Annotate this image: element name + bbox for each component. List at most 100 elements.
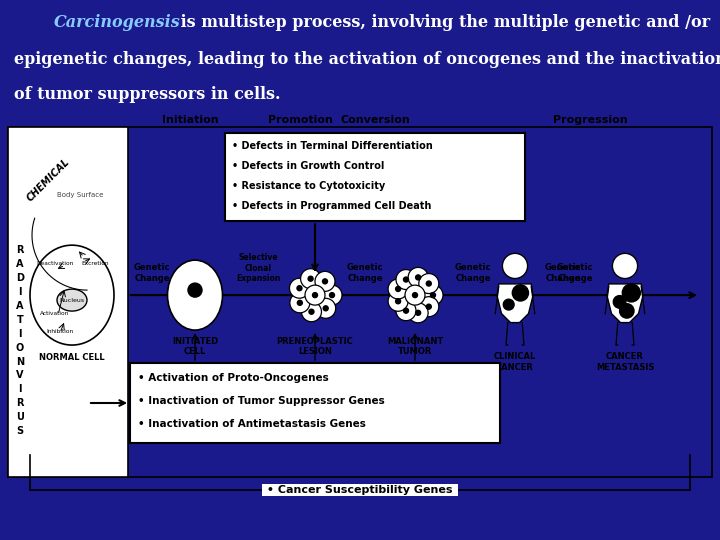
Circle shape bbox=[312, 293, 318, 298]
Bar bbox=[225, 133, 525, 221]
Text: Selective
Clonal
Expansion: Selective Clonal Expansion bbox=[236, 253, 280, 283]
Bar bbox=[8, 127, 712, 477]
Text: A: A bbox=[17, 259, 24, 269]
Circle shape bbox=[408, 267, 428, 287]
Circle shape bbox=[315, 272, 335, 292]
Text: PRENEOPLASTIC
LESION: PRENEOPLASTIC LESION bbox=[276, 337, 354, 356]
Circle shape bbox=[297, 300, 302, 305]
Circle shape bbox=[323, 306, 328, 311]
Circle shape bbox=[622, 284, 640, 302]
Circle shape bbox=[503, 253, 528, 279]
Text: Genetic
Change: Genetic Change bbox=[134, 264, 170, 283]
Circle shape bbox=[396, 269, 416, 289]
Circle shape bbox=[431, 293, 436, 298]
Text: Carcinogensis: Carcinogensis bbox=[54, 14, 181, 31]
Text: Genetic
Change: Genetic Change bbox=[557, 264, 593, 283]
Circle shape bbox=[305, 285, 325, 305]
Circle shape bbox=[188, 283, 202, 297]
Circle shape bbox=[408, 303, 428, 323]
Text: S: S bbox=[17, 426, 24, 436]
Text: O: O bbox=[16, 343, 24, 353]
Circle shape bbox=[620, 303, 634, 318]
Circle shape bbox=[395, 286, 400, 292]
Text: • Defects in Growth Control: • Defects in Growth Control bbox=[232, 161, 384, 171]
Text: • Defects in Programmed Cell Death: • Defects in Programmed Cell Death bbox=[232, 201, 431, 211]
Circle shape bbox=[289, 278, 310, 298]
Text: • Resistance to Cytotoxicity: • Resistance to Cytotoxicity bbox=[232, 181, 385, 191]
Circle shape bbox=[513, 285, 528, 301]
Text: Activation: Activation bbox=[40, 310, 70, 315]
Circle shape bbox=[396, 301, 416, 321]
Text: Genetic
Change: Genetic Change bbox=[545, 264, 581, 283]
Text: • Defects in Terminal Differentiation: • Defects in Terminal Differentiation bbox=[232, 141, 433, 151]
Circle shape bbox=[302, 302, 321, 322]
Circle shape bbox=[419, 274, 438, 294]
Circle shape bbox=[613, 295, 626, 308]
Text: A: A bbox=[17, 301, 24, 311]
Circle shape bbox=[330, 293, 335, 298]
Circle shape bbox=[290, 293, 310, 313]
Text: Promotion: Promotion bbox=[268, 116, 333, 125]
Polygon shape bbox=[497, 284, 533, 322]
Text: is multistep process, involving the multiple genetic and /or: is multistep process, involving the mult… bbox=[175, 14, 710, 31]
Circle shape bbox=[297, 286, 302, 291]
Bar bbox=[130, 363, 500, 443]
Circle shape bbox=[395, 299, 400, 304]
Text: of tumor suppressors in cells.: of tumor suppressors in cells. bbox=[14, 86, 281, 103]
Text: NORMAL CELL: NORMAL CELL bbox=[39, 353, 105, 362]
Text: Genetic
Change: Genetic Change bbox=[455, 264, 491, 283]
Text: • Cancer Susceptibility Genes: • Cancer Susceptibility Genes bbox=[264, 485, 456, 495]
Text: • Inactivation of Tumor Suppressor Genes: • Inactivation of Tumor Suppressor Genes bbox=[138, 396, 384, 406]
Text: I: I bbox=[18, 384, 22, 394]
Text: Conversion: Conversion bbox=[340, 116, 410, 125]
Text: • Activation of Proto-Oncogenes: • Activation of Proto-Oncogenes bbox=[138, 373, 329, 383]
Text: CLINICAL
CANCER: CLINICAL CANCER bbox=[494, 352, 536, 372]
Text: U: U bbox=[16, 412, 24, 422]
Text: CANCER
METASTASIS: CANCER METASTASIS bbox=[596, 352, 654, 372]
Circle shape bbox=[423, 285, 443, 305]
Circle shape bbox=[388, 279, 408, 299]
Circle shape bbox=[308, 276, 313, 281]
Circle shape bbox=[405, 285, 425, 305]
Text: Nucleus: Nucleus bbox=[60, 298, 84, 302]
Text: N: N bbox=[16, 357, 24, 367]
Text: Genetic
Change: Genetic Change bbox=[347, 264, 383, 283]
Circle shape bbox=[613, 253, 638, 279]
Circle shape bbox=[426, 304, 431, 309]
Circle shape bbox=[323, 279, 328, 284]
Circle shape bbox=[415, 275, 420, 280]
Text: Initiation: Initiation bbox=[162, 116, 218, 125]
Text: R: R bbox=[17, 245, 24, 255]
Ellipse shape bbox=[57, 289, 87, 311]
Text: Inhibition: Inhibition bbox=[46, 328, 73, 334]
Text: Body Surface: Body Surface bbox=[57, 192, 103, 198]
Text: Excretion: Excretion bbox=[81, 261, 109, 266]
Circle shape bbox=[403, 277, 408, 282]
Text: Progression: Progression bbox=[553, 116, 627, 125]
Text: Deactivation: Deactivation bbox=[37, 261, 73, 266]
Circle shape bbox=[419, 296, 438, 316]
Text: MALIGNANT
TUMOR: MALIGNANT TUMOR bbox=[387, 337, 443, 356]
Text: R: R bbox=[17, 398, 24, 408]
Text: • Inactivation of Antimetastasis Genes: • Inactivation of Antimetastasis Genes bbox=[138, 419, 366, 429]
Text: epigenetic changes, leading to the activation of oncogenes and the inactivation: epigenetic changes, leading to the activ… bbox=[14, 51, 720, 68]
Bar bbox=[8, 127, 128, 477]
Text: INITIATED
CELL: INITIATED CELL bbox=[172, 337, 218, 356]
Text: T: T bbox=[17, 315, 23, 325]
Circle shape bbox=[415, 310, 420, 315]
Circle shape bbox=[388, 291, 408, 311]
Text: I: I bbox=[18, 329, 22, 339]
Ellipse shape bbox=[168, 260, 222, 330]
Circle shape bbox=[322, 285, 342, 305]
Ellipse shape bbox=[30, 245, 114, 345]
Circle shape bbox=[403, 308, 408, 313]
Text: V: V bbox=[17, 370, 24, 380]
Circle shape bbox=[426, 281, 431, 286]
Text: I: I bbox=[18, 287, 22, 297]
Circle shape bbox=[315, 298, 336, 318]
Circle shape bbox=[413, 293, 418, 298]
Circle shape bbox=[301, 269, 320, 289]
Polygon shape bbox=[607, 284, 643, 322]
Text: CHEMICAL: CHEMICAL bbox=[24, 157, 71, 204]
Circle shape bbox=[503, 299, 514, 310]
